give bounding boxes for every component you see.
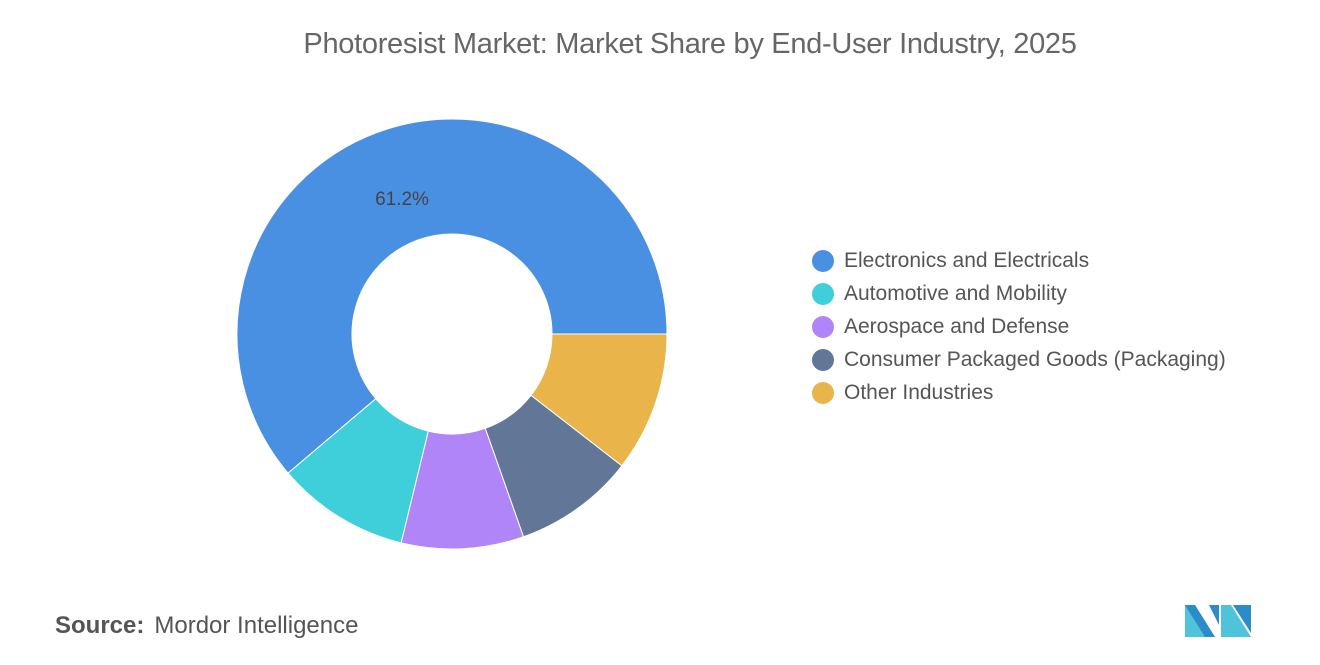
legend-swatch (812, 381, 834, 404)
legend-item[interactable]: Aerospace and Defense (812, 310, 1226, 343)
legend-label: Automotive and Mobility (844, 281, 1067, 305)
legend-label: Other Industries (844, 380, 994, 404)
data-label: 61.2% (375, 189, 429, 210)
legend-swatch (812, 249, 834, 272)
source-label: Source: (55, 612, 145, 639)
source-value: Mordor Intelligence (154, 612, 359, 639)
legend-item[interactable]: Automotive and Mobility (812, 277, 1226, 310)
legend-item[interactable]: Other Industries (812, 376, 1226, 409)
legend-label: Electronics and Electricals (844, 248, 1090, 272)
legend-item[interactable]: Electronics and Electricals (812, 244, 1226, 277)
mordor-intelligence-logo (1185, 605, 1251, 637)
slice-electronics-and-electricals (236, 118, 668, 474)
legend-item[interactable]: Consumer Packaged Goods (Packaging) (812, 343, 1226, 376)
legend-swatch (812, 282, 834, 305)
source: Source: Mordor Intelligence (55, 612, 358, 640)
legend-swatch (812, 315, 834, 338)
legend-label: Consumer Packaged Goods (Packaging) (844, 347, 1226, 371)
legend-swatch (812, 348, 834, 371)
donut-chart: 61.2% (236, 118, 668, 550)
legend-label: Aerospace and Defense (844, 314, 1070, 338)
chart-title: Photoresist Market: Market Share by End-… (303, 28, 1077, 60)
slice-other-industries (530, 333, 668, 467)
legend: Electronics and Electricals Automotive an… (812, 244, 1226, 409)
